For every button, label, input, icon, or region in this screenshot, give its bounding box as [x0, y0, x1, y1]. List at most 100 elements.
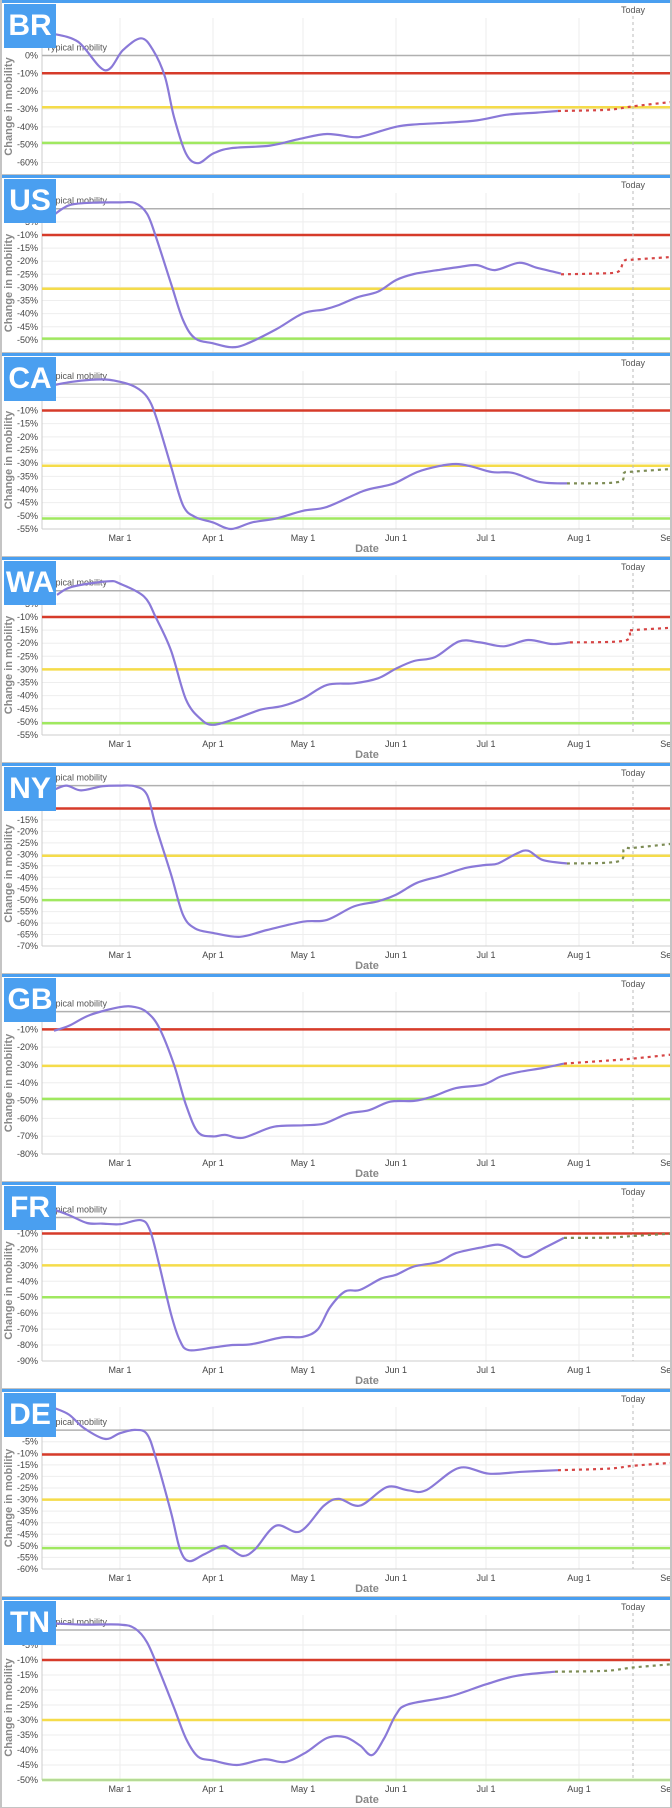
panel-top-border	[2, 1182, 670, 1185]
today-label: Today	[621, 979, 646, 989]
x-tick-label: Jun 1	[385, 533, 407, 543]
y-tick-label: -40%	[17, 1078, 38, 1088]
x-tick-label: Apr 1	[202, 1784, 224, 1794]
chart-panel-de: -5% -10% -15% -20% -25% -30% -35% -40% -45% -50% -…	[0, 1389, 672, 1597]
x-tick-label: Apr 1	[202, 739, 224, 749]
y-tick-label: -55%	[17, 1552, 38, 1562]
x-tick-label: May 1	[291, 950, 316, 960]
y-tick-label: -30%	[17, 1060, 38, 1070]
chart-panel-br: 0% -10% -20% -30% -40% -50% -60% Change in mobi…	[0, 0, 672, 175]
y-tick-label: -35%	[17, 471, 38, 481]
y-tick-label: -50%	[17, 1541, 38, 1551]
chart-panel-ny: -15% -20% -25% -30% -35% -40% -45% -50% -55% -60%…	[0, 763, 672, 974]
y-tick-label: -45%	[17, 1529, 38, 1539]
y-tick-label: -45%	[17, 322, 38, 332]
y-tick-label: -10%	[17, 1655, 38, 1665]
y-tick-label: -10%	[17, 1024, 38, 1034]
y-tick-label: -50%	[17, 335, 38, 345]
today-label: Today	[621, 1394, 646, 1404]
observed-mobility-line	[41, 378, 568, 531]
x-axis-title: Date	[355, 1375, 379, 1387]
today-label: Today	[621, 5, 646, 15]
chart-svg: -5%-10%-15%-20%-25%-30%-35%-40%-45%-50%-…	[3, 358, 670, 555]
x-tick-label: Mar 1	[108, 1158, 131, 1168]
region-badge: DE	[4, 1393, 56, 1437]
x-tick-label: Jun 1	[385, 1158, 407, 1168]
x-tick-label: Aug 1	[567, 1365, 591, 1375]
today-label: Today	[621, 358, 646, 368]
x-tick-label: Apr 1	[202, 1158, 224, 1168]
typical-mobility-label: Typical mobility	[46, 578, 108, 588]
y-axis-title: Change in mobility	[3, 823, 15, 922]
y-tick-label: -40%	[17, 122, 38, 132]
y-tick-label: -25%	[17, 1483, 38, 1493]
chart-panel-wa: -5%-10%-15%-20%-25%-30%-35%-40%-45%-50%-…	[0, 557, 672, 763]
y-tick-label: -35%	[17, 1506, 38, 1516]
y-tick-label: -35%	[17, 861, 38, 871]
y-tick-label: -70%	[17, 1324, 38, 1334]
x-tick-label: May 1	[291, 1784, 316, 1794]
x-tick-label: Jun 1	[385, 1784, 407, 1794]
x-tick-label: May 1	[291, 739, 316, 749]
chart-panel-ca: -5%-10%-15%-20%-25%-30%-35%-40%-45%-50%-…	[0, 353, 672, 557]
observed-mobility-line	[53, 1622, 556, 1767]
y-tick-label: -10%	[17, 1228, 38, 1238]
forecast-mobility-line	[563, 1232, 670, 1239]
panel-top-border	[2, 557, 670, 560]
y-tick-label: -15%	[17, 243, 38, 253]
x-tick-label: Jul 1	[476, 533, 495, 543]
typical-mobility-label: Typical mobility	[46, 999, 108, 1009]
y-tick-label: -40%	[17, 309, 38, 319]
x-tick-label: Aug 1	[567, 1158, 591, 1168]
y-tick-label: -15%	[17, 625, 38, 635]
y-tick-label: -40%	[17, 1276, 38, 1286]
typical-mobility-label: Typical mobility	[46, 196, 108, 206]
x-tick-label: Sep 1	[660, 1573, 672, 1583]
x-tick-label: Jul 1	[476, 1573, 495, 1583]
region-badge: US	[4, 179, 56, 223]
y-tick-label: -10%	[17, 612, 38, 622]
y-tick-label: -20%	[17, 1042, 38, 1052]
y-tick-label: -70%	[17, 1131, 38, 1141]
y-tick-label: -25%	[17, 651, 38, 661]
region-badge: CA	[4, 357, 56, 401]
y-tick-label: -30%	[17, 282, 38, 292]
x-tick-label: Mar 1	[108, 1365, 131, 1375]
y-tick-label: -35%	[17, 678, 38, 688]
x-tick-label: Aug 1	[567, 1784, 591, 1794]
y-tick-label: -55%	[17, 730, 38, 740]
panel-top-border	[2, 175, 670, 178]
x-tick-label: Apr 1	[202, 950, 224, 960]
chart-svg: -10% -20% -30% -40% -50% -60% -70% -80% -90% Chan…	[3, 1187, 670, 1387]
y-tick-label: -20%	[17, 1471, 38, 1481]
region-badge: WA	[4, 561, 56, 605]
y-tick-label: -10%	[17, 230, 38, 240]
x-tick-label: Mar 1	[108, 950, 131, 960]
panel-top-border	[2, 353, 670, 356]
x-tick-label: Jun 1	[385, 739, 407, 749]
x-tick-label: Jun 1	[385, 1573, 407, 1583]
chart-panel-us: -5%-10%-15%-20%-25%-30%-35%-40%-45%-50%C…	[0, 175, 672, 353]
y-tick-label: -20%	[17, 638, 38, 648]
y-axis-title: Change in mobility	[3, 410, 15, 509]
today-label: Today	[621, 768, 646, 778]
y-tick-label: -35%	[17, 296, 38, 306]
x-tick-label: Mar 1	[108, 1573, 131, 1583]
y-tick-label: 0%	[25, 50, 38, 60]
y-tick-label: -50%	[17, 1096, 38, 1106]
y-tick-label: -30%	[17, 104, 38, 114]
y-tick-label: -40%	[17, 691, 38, 701]
y-tick-label: -55%	[17, 907, 38, 917]
y-tick-label: -60%	[17, 158, 38, 168]
y-tick-label: -60%	[17, 918, 38, 928]
chart-panel-tn: -5% -10% -15% -20% -25% -30% -35% -40% -45% -50% C…	[0, 1597, 672, 1808]
x-tick-label: Mar 1	[108, 739, 131, 749]
x-axis-title: Date	[355, 1794, 379, 1806]
x-tick-label: May 1	[291, 1158, 316, 1168]
y-tick-label: -20%	[17, 432, 38, 442]
observed-mobility-line	[53, 1005, 565, 1140]
observed-mobility-line	[50, 1207, 565, 1352]
y-tick-label: -20%	[17, 86, 38, 96]
y-tick-label: -50%	[17, 511, 38, 521]
